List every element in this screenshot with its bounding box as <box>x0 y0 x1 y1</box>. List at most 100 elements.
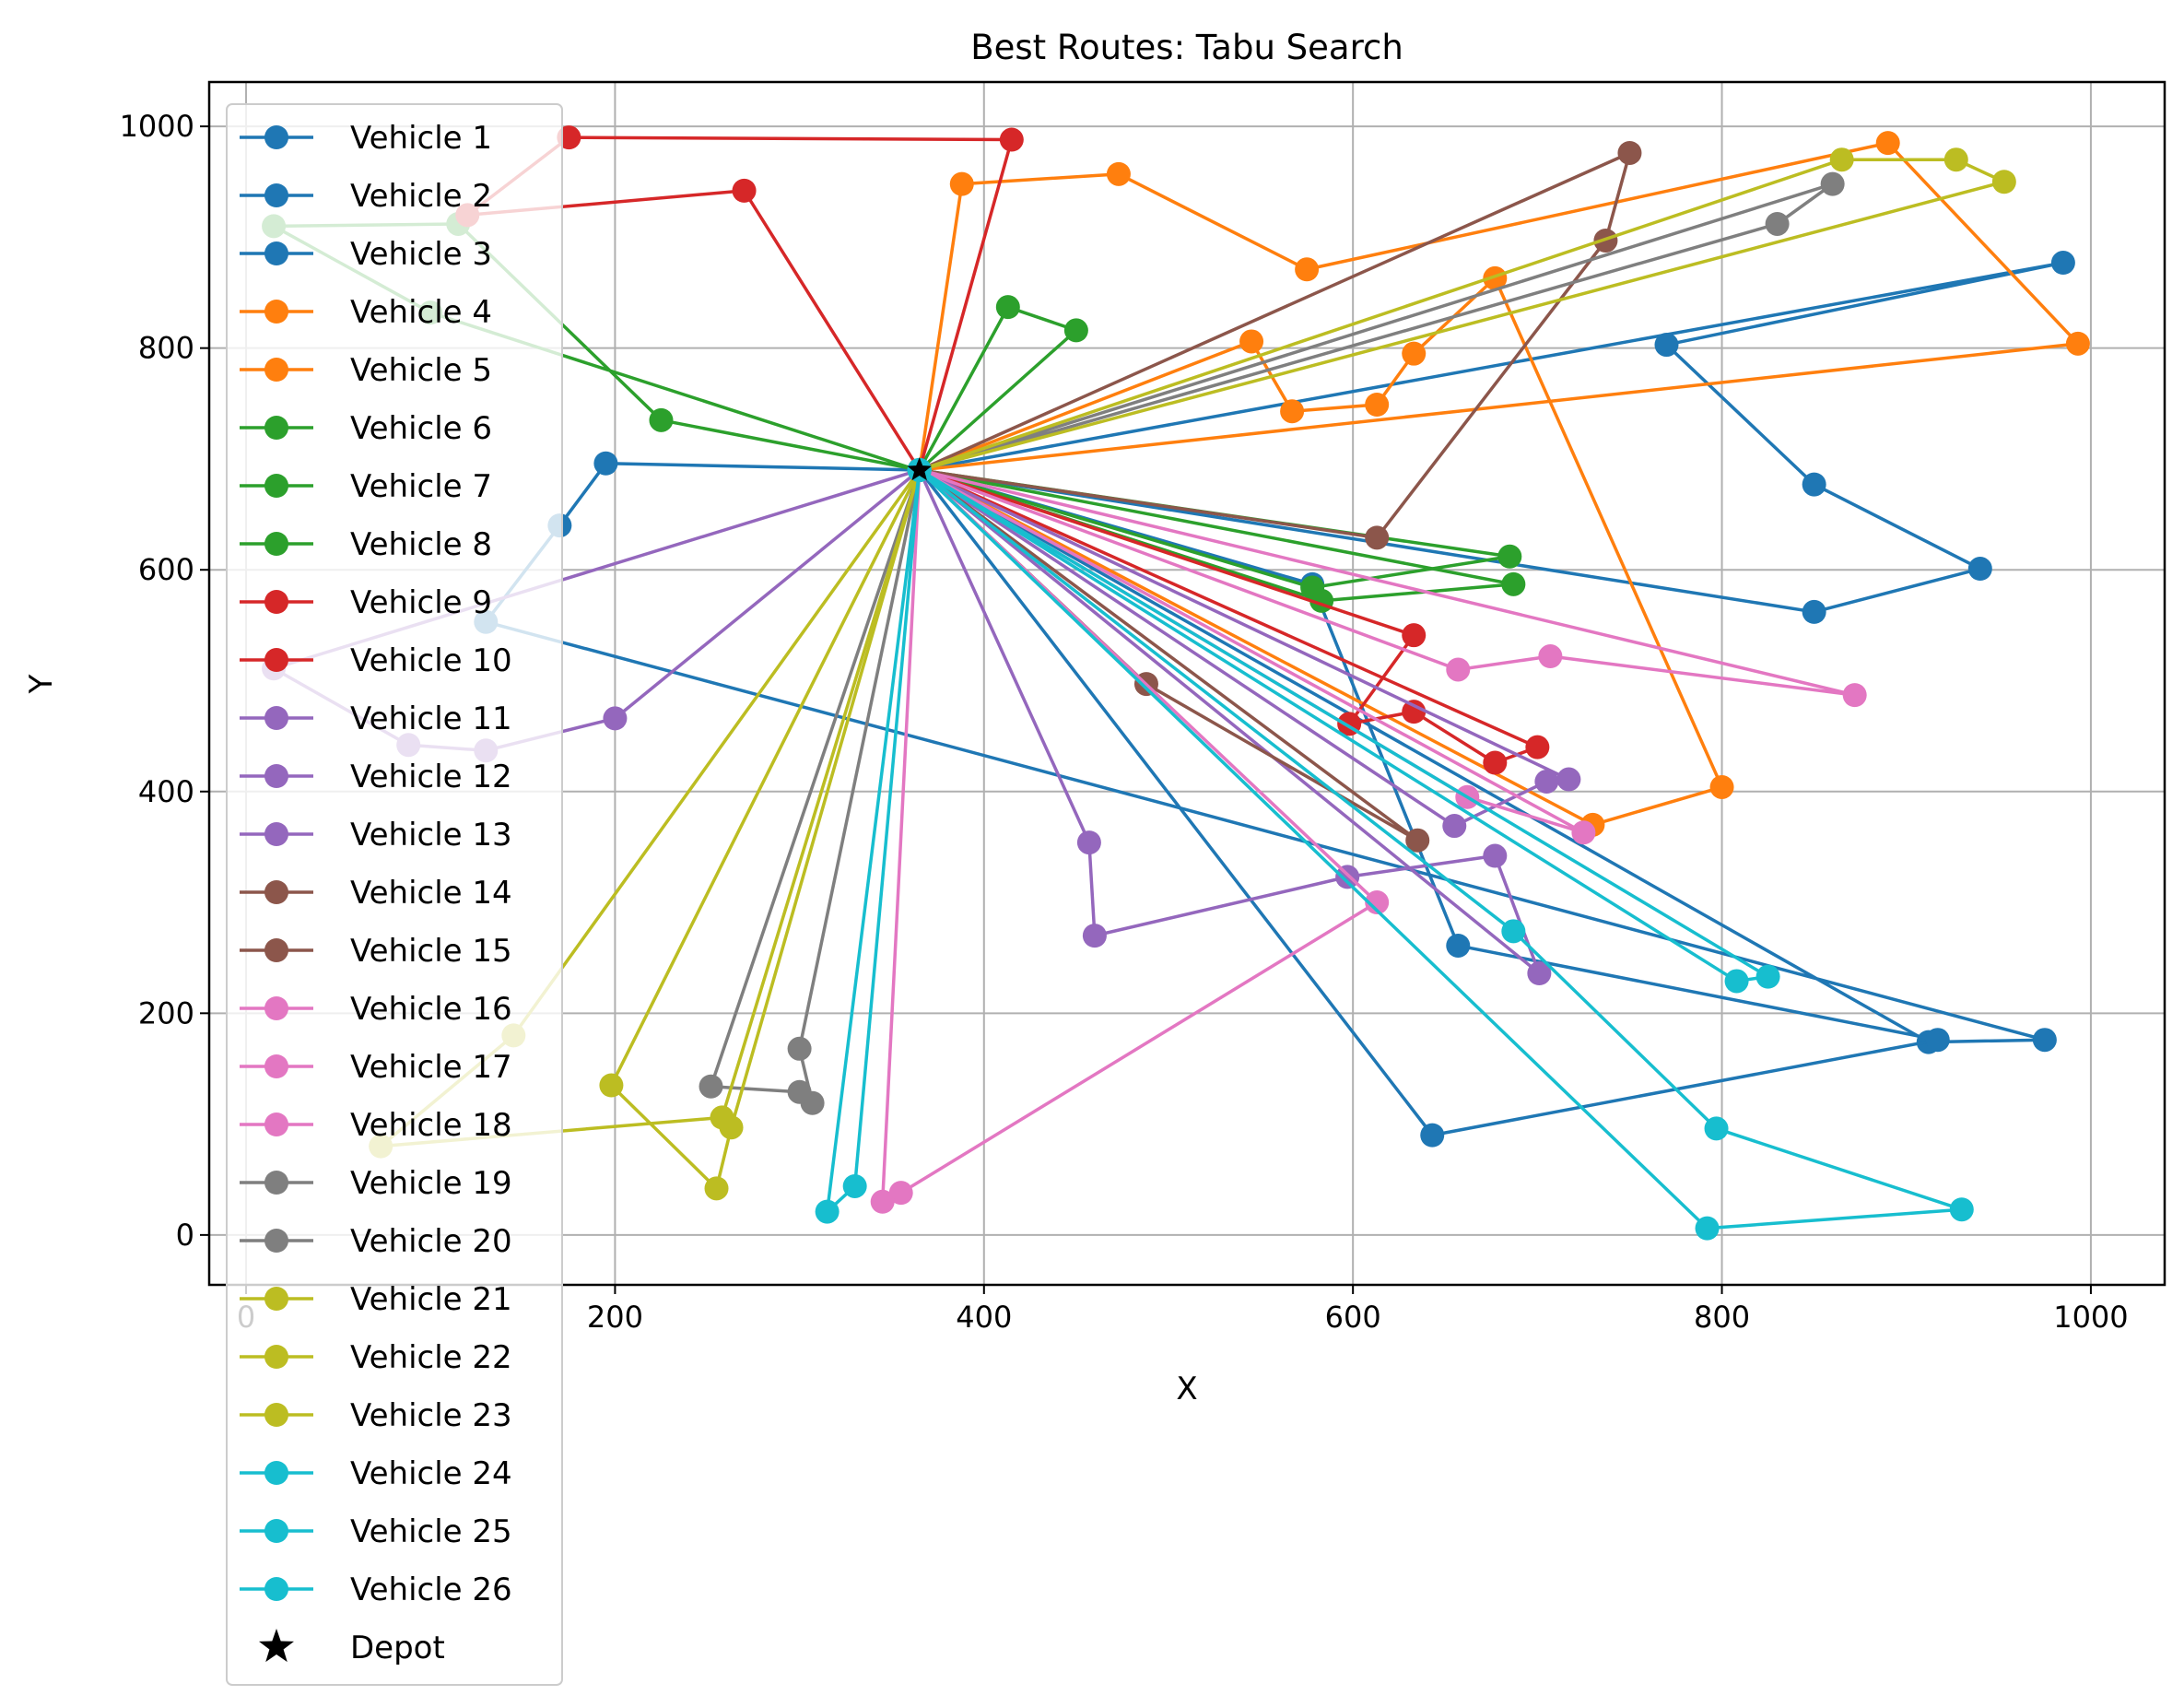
route-point <box>1483 265 1508 290</box>
route-point <box>1556 767 1581 792</box>
route-line <box>919 182 1835 472</box>
legend-item: Vehicle 23 <box>240 1397 512 1434</box>
route-point <box>1497 544 1522 569</box>
route-point <box>949 171 974 196</box>
route-point <box>1295 257 1320 282</box>
route-point <box>2065 331 2090 356</box>
legend-item: Vehicle 19 <box>240 1165 512 1202</box>
legend-label: Vehicle 16 <box>350 991 512 1028</box>
y-tick-label: 400 <box>138 774 194 809</box>
route-point <box>1365 393 1390 418</box>
route-point <box>787 1036 812 1061</box>
legend-label: Vehicle 8 <box>350 526 492 563</box>
legend-label: Vehicle 21 <box>350 1281 512 1318</box>
legend-item: Vehicle 20 <box>240 1223 512 1260</box>
route-point <box>815 1199 840 1224</box>
route-line <box>825 469 922 1214</box>
chart-title: Best Routes: Tabu Search <box>970 28 1403 67</box>
legend-label: Vehicle 24 <box>350 1455 512 1492</box>
legend-label: Vehicle 23 <box>350 1397 512 1434</box>
route-point <box>1765 211 1790 236</box>
route-line <box>918 468 1940 1137</box>
legend-item: Vehicle 6 <box>240 410 492 447</box>
route-point <box>1925 1028 1950 1053</box>
legend-label: Vehicle 15 <box>350 933 512 970</box>
y-tick-label: 1000 <box>120 109 194 144</box>
route-point <box>1446 657 1471 682</box>
route-point <box>1525 735 1550 759</box>
x-tick-label: 600 <box>1325 1300 1381 1335</box>
legend-marker <box>264 416 288 440</box>
route-point <box>2050 251 2075 276</box>
x-tick-label: 200 <box>587 1300 643 1335</box>
route-point <box>1755 964 1780 989</box>
legend-label: Vehicle 26 <box>350 1572 512 1608</box>
legend-item: Vehicle 10 <box>240 642 512 679</box>
route-point <box>1446 933 1471 958</box>
route-point <box>1967 557 1992 582</box>
y-axis-label: Y <box>23 674 60 694</box>
y-tick-label: 0 <box>176 1218 194 1253</box>
legend-marker <box>264 1054 288 1078</box>
legend-marker <box>264 1345 288 1369</box>
route-point <box>870 1189 895 1214</box>
route-point <box>1820 171 1845 196</box>
route-point <box>1365 525 1390 550</box>
legend-marker <box>264 1577 288 1601</box>
legend-box <box>226 103 563 1686</box>
legend-label: Vehicle 12 <box>350 759 512 795</box>
legend-item: Vehicle 8 <box>240 526 492 563</box>
route-point <box>1571 820 1596 845</box>
legend-marker <box>264 1229 288 1253</box>
route-point <box>1402 623 1427 648</box>
legend-item: Vehicle 4 <box>240 294 492 331</box>
x-axis-label: X <box>1176 1371 1197 1407</box>
series-vehicle-4 <box>907 131 2090 482</box>
route-point <box>1709 774 1734 799</box>
route-point <box>842 1173 867 1198</box>
route-point <box>1106 161 1131 186</box>
route-point <box>1402 700 1427 724</box>
x-tick-label: 800 <box>1694 1300 1750 1335</box>
route-point <box>1420 1123 1445 1148</box>
legend-marker <box>264 474 288 498</box>
legend-label: Vehicle 22 <box>350 1339 512 1376</box>
legend-item: Vehicle 16 <box>240 991 512 1028</box>
route-point <box>1949 1197 1974 1222</box>
legend-marker <box>264 880 288 904</box>
y-tick-label: 600 <box>138 552 194 587</box>
route-point <box>1943 147 1968 172</box>
legend-label: Vehicle 13 <box>350 817 512 854</box>
route-point <box>1829 147 1854 172</box>
legend-marker <box>264 1519 288 1543</box>
legend-marker <box>264 648 288 672</box>
legend-label: Vehicle 6 <box>350 410 492 447</box>
route-point <box>787 1079 812 1104</box>
legend-item: Vehicle 15 <box>240 933 512 970</box>
legend-label: Vehicle 20 <box>350 1223 512 1260</box>
legend-label: Vehicle 17 <box>350 1049 512 1086</box>
route-point <box>995 295 1020 320</box>
legend-label: Vehicle 11 <box>350 700 512 737</box>
legend-marker <box>264 241 288 265</box>
legend-star-icon <box>258 1629 295 1663</box>
route-point <box>1802 599 1826 624</box>
route-point <box>1239 329 1264 354</box>
axis-ticks: 0200400600800100002004006008001000 <box>120 109 2129 1335</box>
route-point <box>1076 830 1101 855</box>
route-point <box>1082 924 1107 948</box>
plot-frame <box>207 80 2166 1287</box>
legend-item: Vehicle 1 <box>240 120 492 157</box>
route-point <box>1802 472 1826 497</box>
route-point <box>888 1181 913 1206</box>
route-point <box>1405 828 1430 853</box>
legend-marker <box>264 1287 288 1311</box>
legend-marker <box>264 1171 288 1195</box>
legend-item: Vehicle 11 <box>240 700 512 737</box>
legend-label: Vehicle 4 <box>350 294 492 331</box>
legend-item: Vehicle 17 <box>240 1049 512 1086</box>
legend-marker <box>264 125 288 149</box>
legend-item: Vehicle 2 <box>240 178 492 215</box>
legend-marker <box>264 300 288 324</box>
